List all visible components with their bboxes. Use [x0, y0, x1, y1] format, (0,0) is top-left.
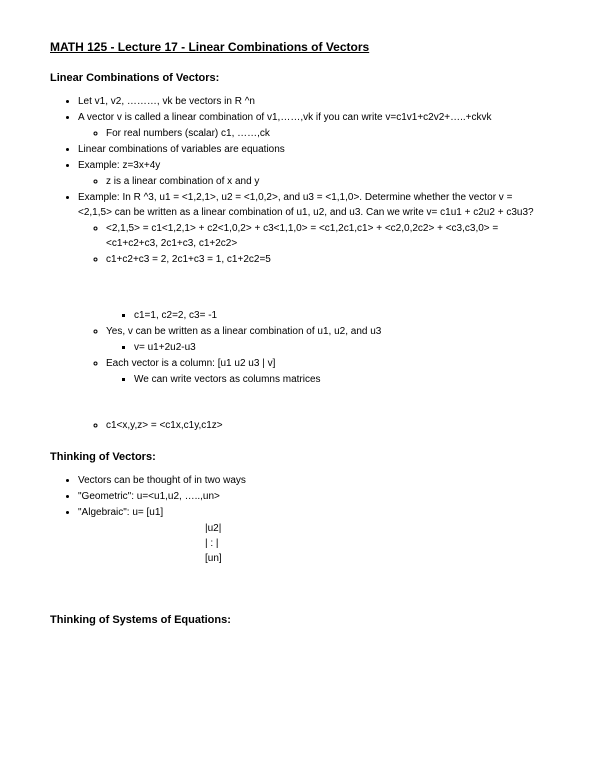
bullet-list-1b: c1=1, c2=2, c3= -1 Yes, v can be written… — [50, 308, 545, 387]
list-item: c1=1, c2=2, c3= -1 — [134, 308, 545, 323]
spacer — [50, 566, 545, 596]
list-item: c1+c2+c3 = 2, 2c1+c3 = 1, c1+2c2=5 — [106, 252, 545, 267]
section-header-1: Linear Combinations of Vectors: — [50, 72, 545, 84]
list-item: v= u1+2u2-u3 — [134, 340, 545, 355]
document-page: MATH 125 - Lecture 17 - Linear Combinati… — [0, 0, 595, 666]
list-item: Vectors can be thought of in two ways — [78, 473, 545, 488]
bullet-list-1c: c1<x,y,z> = <c1x,c1y,c1z> — [50, 418, 545, 433]
list-item: Let v1, v2, ………, vk be vectors in R ^n — [78, 94, 545, 109]
list-item: A vector v is called a linear combinatio… — [78, 110, 545, 125]
list-item: Example: z=3x+4y — [78, 158, 545, 173]
matrix-row: | : | — [50, 536, 545, 551]
section-header-2: Thinking of Vectors: — [50, 451, 545, 463]
section-header-3: Thinking of Systems of Equations: — [50, 614, 545, 626]
list-item: "Algebraic": u= [u1] — [78, 505, 545, 520]
matrix-row: |u2| — [50, 521, 545, 536]
list-item: For real numbers (scalar) c1, ……,ck — [106, 126, 545, 141]
matrix-row: [un] — [50, 551, 545, 566]
list-item: Linear combinations of variables are equ… — [78, 142, 545, 157]
list-item: Each vector is a column: [u1 u2 u3 | v] — [106, 356, 545, 371]
list-item: Yes, v can be written as a linear combin… — [106, 324, 545, 339]
page-title: MATH 125 - Lecture 17 - Linear Combinati… — [50, 40, 545, 54]
bullet-list-1: Let v1, v2, ………, vk be vectors in R ^n A… — [50, 94, 545, 267]
spacer — [50, 268, 545, 308]
list-item: <2,1,5> = c1<1,2,1> + c2<1,0,2> + c3<1,1… — [106, 221, 545, 251]
list-item: z is a linear combination of x and y — [106, 174, 545, 189]
list-item: "Geometric": u=<u1,u2, …..,un> — [78, 489, 545, 504]
list-item: c1<x,y,z> = <c1x,c1y,c1z> — [106, 418, 545, 433]
bullet-list-2: Vectors can be thought of in two ways "G… — [50, 473, 545, 520]
spacer — [50, 388, 545, 418]
list-item: Example: In R ^3, u1 = <1,2,1>, u2 = <1,… — [78, 190, 545, 220]
list-item: We can write vectors as columns matrices — [134, 372, 545, 387]
